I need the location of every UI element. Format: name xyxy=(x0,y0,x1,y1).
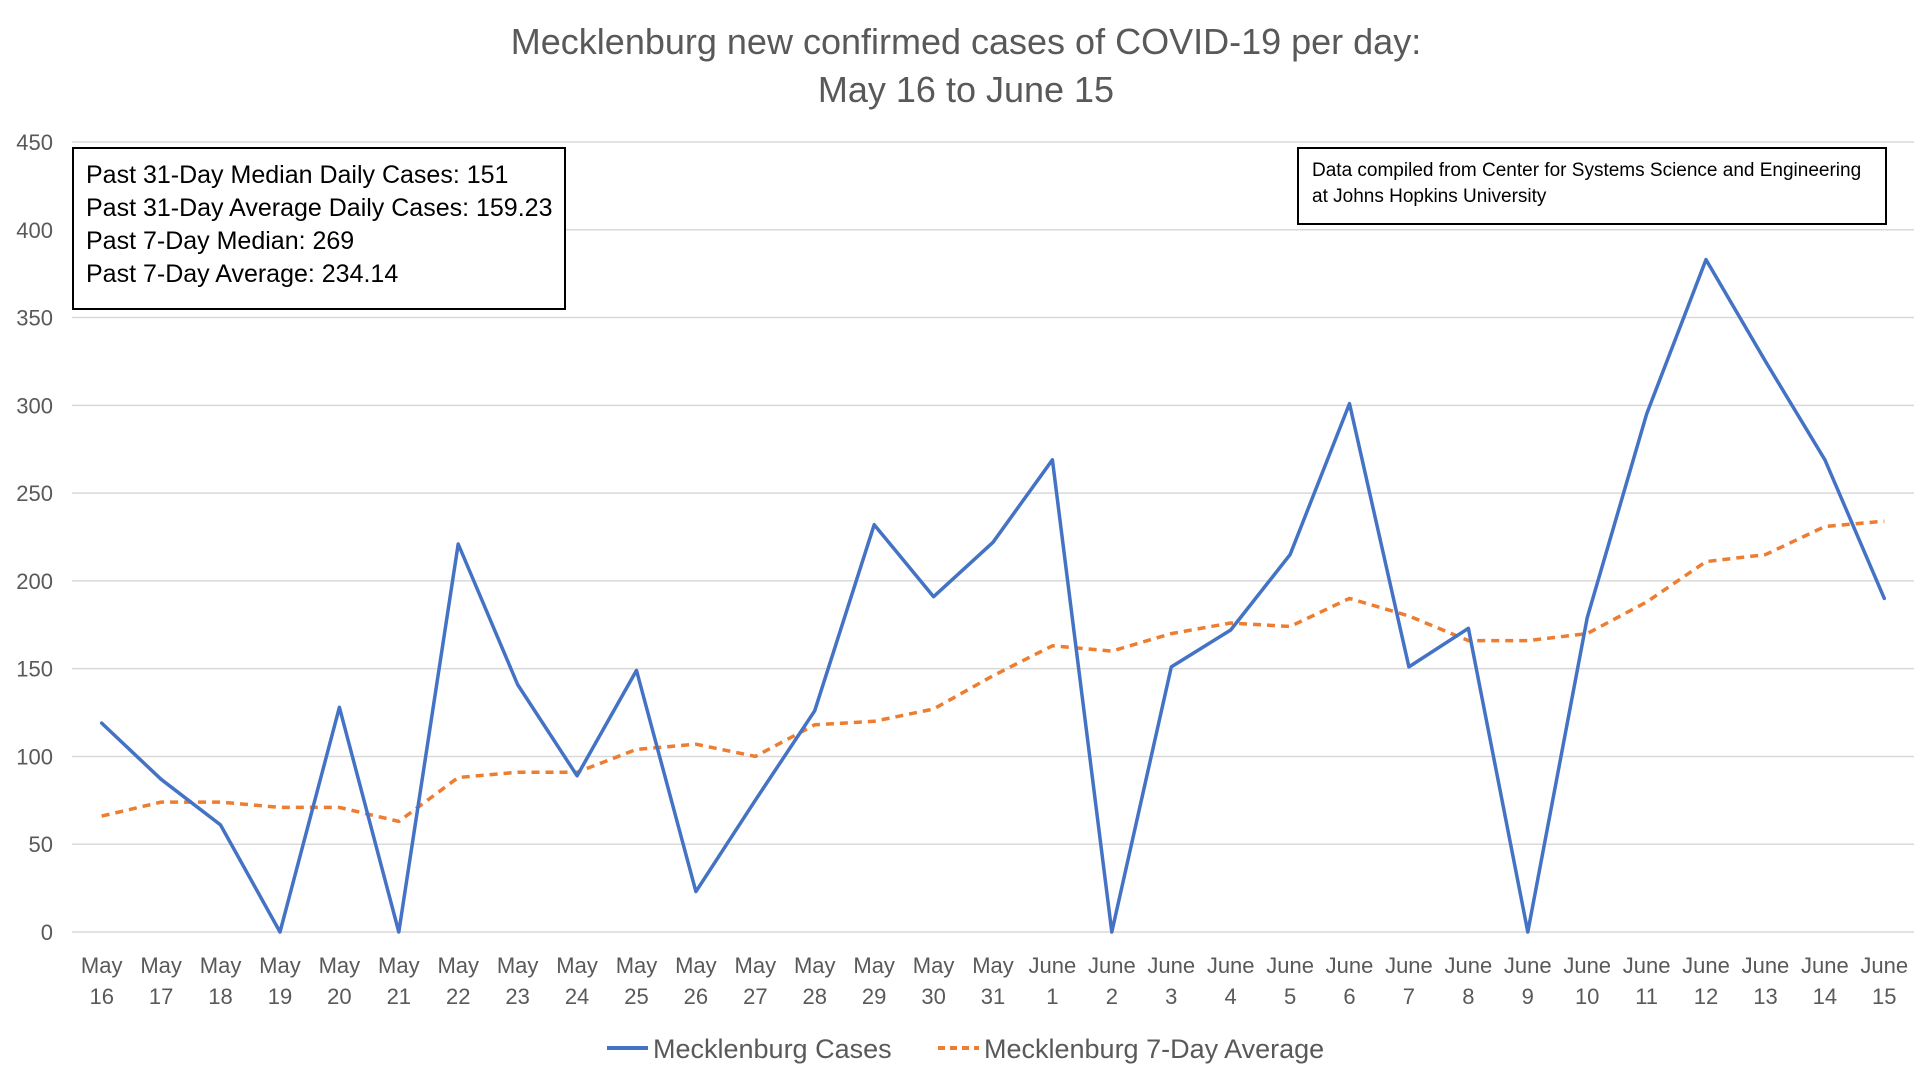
x-tick-label-month: May xyxy=(319,953,361,978)
x-tick-label-month: May xyxy=(497,953,539,978)
x-tick-label-day: 8 xyxy=(1462,984,1474,1009)
x-tick-label-day: 13 xyxy=(1753,984,1777,1009)
x-tick-label-month: May xyxy=(200,953,242,978)
x-tick-label-day: 31 xyxy=(981,984,1005,1009)
stats-box-line-1: Past 31-Day Median Daily Cases: 151 xyxy=(86,161,508,189)
x-tick-label-month: June xyxy=(1326,953,1374,978)
x-tick-label-month: May xyxy=(853,953,895,978)
x-tick-label-day: 2 xyxy=(1106,984,1118,1009)
x-tick-label-month: May xyxy=(259,953,301,978)
series-line-0 xyxy=(99,257,1887,934)
stats-box-border xyxy=(72,147,566,310)
x-tick-label-day: 30 xyxy=(921,984,945,1009)
y-tick-label: 450 xyxy=(16,130,53,155)
source-box-line-2: at Johns Hopkins University xyxy=(1312,186,1547,207)
stats-box-line-2: Past 31-Day Average Daily Cases: 159.23 xyxy=(86,194,552,222)
x-tick-label-month: May xyxy=(616,953,658,978)
x-tick-label-day: 25 xyxy=(624,984,648,1009)
x-tick-label-day: 14 xyxy=(1813,984,1837,1009)
x-tick-label-month: May xyxy=(913,953,955,978)
y-tick-label: 0 xyxy=(41,920,53,945)
x-tick-label-month: May xyxy=(437,953,479,978)
stats-box-line-4: Past 7-Day Average: 234.14 xyxy=(86,260,398,288)
y-axis-ticks: 0 50 100 150 200 250 300 350 400 450 xyxy=(16,130,53,945)
y-tick-label: 100 xyxy=(16,744,53,769)
x-tick-label-month: June xyxy=(1207,953,1255,978)
x-tick-label-month: May xyxy=(81,953,123,978)
x-tick-label-month: May xyxy=(972,953,1014,978)
x-tick-label-day: 20 xyxy=(327,984,351,1009)
x-tick-label-month: June xyxy=(1147,953,1195,978)
y-tick-label: 400 xyxy=(16,218,53,243)
x-tick-label-month: June xyxy=(1801,953,1849,978)
x-tick-label-day: 4 xyxy=(1225,984,1237,1009)
x-tick-label-day: 11 xyxy=(1635,984,1658,1009)
y-tick-label: 250 xyxy=(16,481,53,506)
x-tick-label-day: 19 xyxy=(268,984,292,1009)
series-line-1 xyxy=(101,519,1885,824)
y-tick-label: 200 xyxy=(16,569,53,594)
x-tick-label-day: 24 xyxy=(565,984,589,1009)
x-tick-label-month: June xyxy=(1682,953,1730,978)
x-tick-label-month: June xyxy=(1504,953,1552,978)
x-tick-label-day: 22 xyxy=(446,984,470,1009)
x-tick-label-day: 18 xyxy=(208,984,232,1009)
y-tick-label: 300 xyxy=(16,393,53,418)
chart-title-line-1: Mecklenburg new confirmed cases of COVID… xyxy=(511,21,1421,62)
series-lines xyxy=(99,257,1887,934)
x-tick-label-day: 7 xyxy=(1403,984,1415,1009)
x-tick-label-month: May xyxy=(140,953,182,978)
x-tick-label-day: 15 xyxy=(1872,984,1896,1009)
x-tick-label-day: 9 xyxy=(1522,984,1534,1009)
x-axis-ticks: May16May17May18May19May20May21May22May23… xyxy=(81,953,1908,1009)
x-tick-label-month: May xyxy=(735,953,777,978)
source-box-line-1: Data compiled from Center for Systems Sc… xyxy=(1312,160,1861,181)
source-box-border xyxy=(1297,147,1887,225)
x-tick-label-day: 12 xyxy=(1694,984,1718,1009)
x-tick-label-month: June xyxy=(1742,953,1790,978)
legend: Mecklenburg Cases Mecklenburg 7-Day Aver… xyxy=(607,1034,1324,1064)
legend-label-average: Mecklenburg 7-Day Average xyxy=(984,1034,1324,1064)
x-tick-label-month: June xyxy=(1088,953,1136,978)
stats-box: Past 31-Day Median Daily Cases: 151 Past… xyxy=(72,147,566,310)
x-tick-label-day: 3 xyxy=(1165,984,1177,1009)
x-tick-label-day: 27 xyxy=(743,984,767,1009)
x-tick-label-month: June xyxy=(1385,953,1433,978)
source-box: Data compiled from Center for Systems Sc… xyxy=(1297,147,1887,225)
x-tick-label-day: 5 xyxy=(1284,984,1296,1009)
x-tick-label-month: May xyxy=(378,953,420,978)
x-tick-label-month: May xyxy=(675,953,717,978)
x-tick-label-day: 6 xyxy=(1343,984,1355,1009)
x-tick-label-month: May xyxy=(794,953,836,978)
x-tick-label-month: June xyxy=(1029,953,1077,978)
x-tick-label-month: June xyxy=(1623,953,1671,978)
x-tick-label-month: May xyxy=(556,953,598,978)
x-tick-label-day: 10 xyxy=(1575,984,1599,1009)
x-tick-label-month: June xyxy=(1266,953,1314,978)
x-tick-label-day: 23 xyxy=(505,984,529,1009)
legend-label-cases: Mecklenburg Cases xyxy=(653,1034,892,1064)
x-tick-label-month: June xyxy=(1563,953,1611,978)
y-tick-label: 50 xyxy=(29,832,53,857)
y-tick-label: 350 xyxy=(16,306,53,331)
x-tick-label-day: 1 xyxy=(1046,984,1058,1009)
x-tick-label-day: 16 xyxy=(89,984,113,1009)
grid-lines xyxy=(72,141,1914,933)
x-tick-label-day: 29 xyxy=(862,984,886,1009)
x-tick-label-day: 21 xyxy=(387,984,411,1009)
x-tick-label-month: June xyxy=(1860,953,1908,978)
stats-box-line-3: Past 7-Day Median: 269 xyxy=(86,227,354,255)
x-tick-label-day: 28 xyxy=(802,984,826,1009)
y-tick-label: 150 xyxy=(16,657,53,682)
chart-title-line-2: May 16 to June 15 xyxy=(818,69,1114,110)
x-tick-label-day: 26 xyxy=(684,984,708,1009)
x-tick-label-month: June xyxy=(1444,953,1492,978)
x-tick-label-day: 17 xyxy=(149,984,173,1009)
